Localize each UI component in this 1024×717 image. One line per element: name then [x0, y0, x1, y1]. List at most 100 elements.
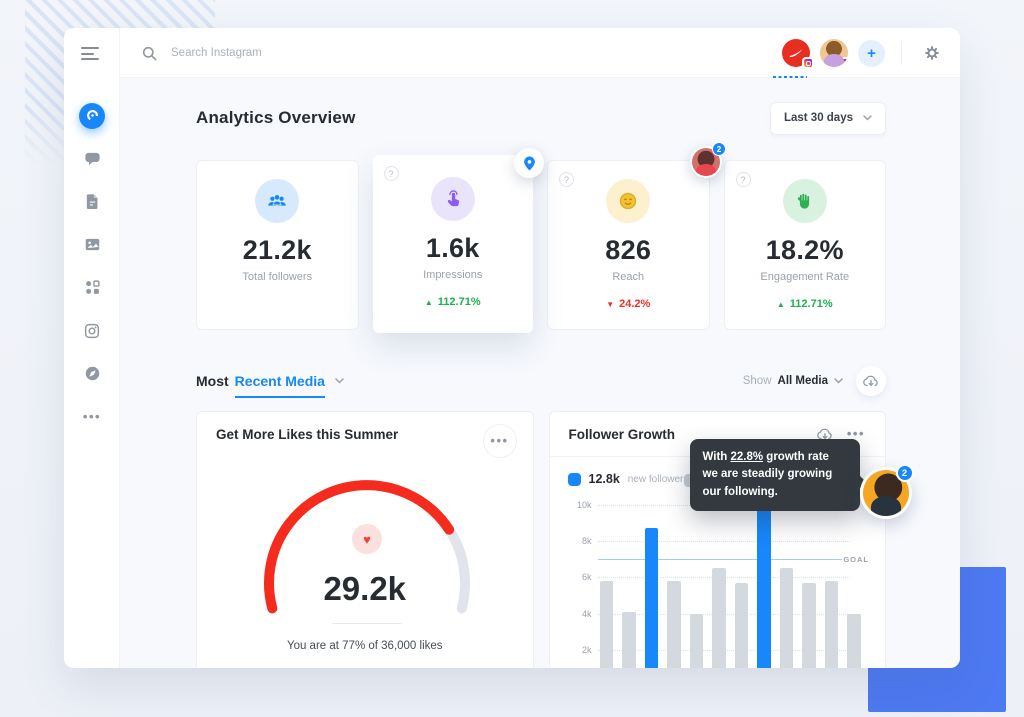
instagram-badge-icon [802, 57, 814, 69]
topbar-divider [901, 41, 902, 65]
stat-value: 1.6k [425, 233, 480, 263]
legend-value: 12.8k [588, 472, 620, 486]
settings-button[interactable] [918, 39, 946, 67]
bar[interactable] [599, 581, 613, 668]
y-tick-label: 10k [576, 499, 592, 510]
topbar: + [120, 28, 960, 79]
growth-download-button[interactable] [813, 424, 837, 445]
bar[interactable] [622, 611, 636, 668]
likes-value: 29.2k [323, 570, 407, 607]
collaborator-avatar[interactable]: 2 [690, 142, 726, 178]
engagement-icon [782, 179, 827, 223]
goal-label: GOAL [843, 555, 869, 565]
growth-card-menu-button[interactable]: ••• [843, 427, 869, 441]
stat-card-engagement-rate[interactable]: ? 18.2% Engagement Rate ▲ 112.71% [723, 160, 886, 330]
account-avatar-user[interactable] [820, 39, 848, 67]
topbar-actions: + [782, 28, 946, 78]
location-pin-icon [523, 156, 535, 170]
bar[interactable] [712, 568, 726, 668]
sidebar-nav: ••• [64, 94, 120, 438]
main-content: Analytics Overview Last 30 days 21.2k Tot… [120, 78, 960, 668]
nike-logo-icon [789, 49, 803, 58]
tooltip-text-after: growth rate we are steadily growing our … [702, 451, 833, 498]
stat-card-impressions[interactable]: ? 1.6k Impressions ▲ 112.71% [372, 155, 533, 333]
page-title: Analytics Overview [196, 108, 356, 127]
sidebar-item-categories[interactable] [64, 266, 120, 309]
up-triangle-icon: ▲ [424, 297, 433, 307]
likes-card-menu-button[interactable]: ••• [482, 423, 517, 458]
heart-icon: ♥ [352, 524, 382, 554]
add-account-button[interactable]: + [858, 39, 885, 67]
media-section-title[interactable]: Most Recent Media [196, 373, 344, 398]
y-tick-label: 4k [581, 608, 592, 619]
stat-delta: ▼ 24.2% [606, 298, 651, 310]
bar[interactable] [802, 582, 816, 668]
bar[interactable] [779, 568, 793, 668]
bar[interactable] [689, 613, 703, 668]
stat-card-total-followers[interactable]: 21.2k Total followers [196, 160, 359, 330]
ellipsis-icon: ••• [846, 426, 865, 441]
sidebar-item-instagram[interactable] [64, 309, 120, 352]
sidebar-item-more[interactable]: ••• [64, 395, 120, 438]
sidebar-item-explore[interactable] [64, 352, 120, 395]
compass-icon [84, 365, 101, 382]
sidebar-item-posts[interactable] [64, 180, 120, 223]
media-section-header: Most Recent Media Show All Media [196, 365, 886, 398]
search-bar[interactable] [142, 28, 391, 78]
notification-badge: 2 [712, 142, 726, 156]
gridline [597, 541, 850, 543]
stat-delta: ▲ 112.71% [424, 296, 481, 308]
legend-label: new followers [627, 473, 689, 485]
commenter-avatar[interactable]: 2 [859, 464, 914, 519]
sidebar-item-analytics[interactable] [64, 94, 120, 137]
search-input[interactable] [171, 47, 391, 59]
menu-toggle-button[interactable] [81, 47, 101, 64]
instagram-badge-icon [840, 57, 848, 67]
follower-growth-card: Follower Growth ••• 12.8k new followers … [548, 411, 914, 668]
y-tick-label: 6k [581, 572, 592, 583]
date-range-select[interactable]: Last 30 days [769, 101, 886, 135]
tooltip-highlight: 22.8% [730, 451, 764, 463]
overview-header: Analytics Overview Last 30 days [196, 100, 886, 136]
bar[interactable] [734, 582, 748, 668]
media-title-prefix: Most [196, 373, 229, 389]
growth-card-title: Follower Growth [568, 426, 676, 442]
chevron-down-icon [834, 378, 843, 384]
up-triangle-icon: ▲ [776, 299, 785, 309]
document-icon [85, 193, 100, 210]
stat-value: 826 [605, 235, 652, 265]
search-icon [142, 46, 157, 60]
bar[interactable] [824, 581, 838, 668]
likes-gauge [264, 480, 470, 614]
chat-icon [84, 150, 101, 167]
reach-icon [606, 179, 651, 223]
date-range-label: Last 30 days [783, 112, 853, 124]
bar-highlighted[interactable] [757, 510, 771, 668]
sidebar-item-media[interactable] [64, 223, 120, 266]
bar[interactable] [667, 581, 681, 668]
stat-delta: ▲ 112.71% [776, 298, 833, 310]
stat-card-reach[interactable]: ? 826 Reach ▼ 24.2% [547, 160, 710, 330]
chevron-down-icon [863, 115, 872, 121]
sidebar-item-comments[interactable] [64, 137, 120, 180]
stat-value: 21.2k [242, 235, 312, 265]
bar-highlighted[interactable] [644, 528, 658, 668]
goal-line [597, 559, 842, 561]
y-tick-label: 8k [581, 536, 592, 547]
help-icon[interactable]: ? [383, 166, 399, 181]
media-title-highlight: Recent Media [234, 373, 325, 398]
bar[interactable] [847, 613, 861, 668]
map-pin-marker[interactable] [514, 148, 544, 178]
stat-label: Engagement Rate [760, 271, 850, 283]
download-media-button[interactable] [856, 366, 886, 396]
analytics-icon [79, 102, 105, 129]
account-avatar-nike[interactable] [782, 39, 814, 69]
media-filter-select[interactable]: Show All Media [743, 375, 843, 387]
active-account-indicator [773, 76, 807, 79]
help-icon[interactable]: ? [559, 172, 574, 187]
help-icon[interactable]: ? [735, 172, 751, 187]
cloud-download-icon [817, 428, 832, 439]
dashboard-window: + ••• Analytics Overv [64, 28, 960, 668]
tooltip-text-before: With [702, 451, 731, 463]
